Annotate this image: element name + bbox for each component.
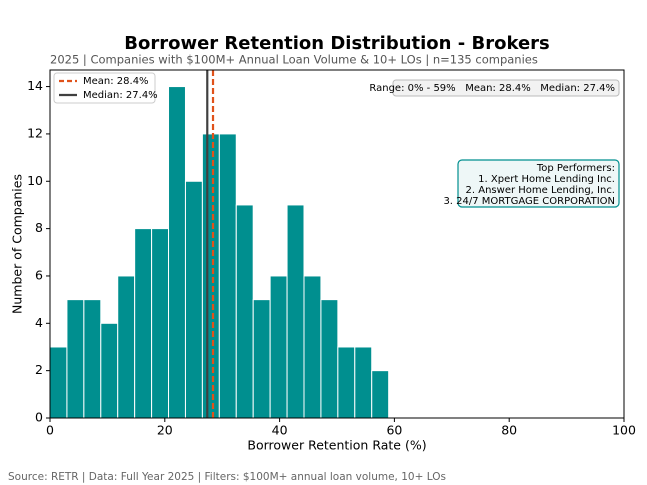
top-performers-box — [457, 159, 620, 208]
y-tick-label: 6 — [35, 267, 43, 282]
x-tick-label: 20 — [157, 423, 173, 438]
x-tick-label: 60 — [386, 423, 402, 438]
bar — [100, 322, 119, 419]
chart-title: Borrower Retention Distribution - Broker… — [124, 33, 550, 54]
bar — [354, 346, 373, 419]
bar — [303, 275, 322, 419]
bar — [286, 204, 305, 419]
y-tick-label: 4 — [35, 315, 43, 330]
y-tick-label: 8 — [35, 220, 43, 235]
bar — [151, 228, 170, 419]
bar — [184, 180, 203, 419]
x-tick-label: 100 — [612, 423, 636, 438]
bar — [49, 346, 68, 419]
bar — [168, 86, 186, 419]
top-performer: 1. Xpert Home Lending Inc. — [478, 174, 615, 185]
top-performer: Top Performers: — [536, 163, 615, 174]
bar — [83, 299, 102, 419]
y-axis-label: Number of Companies — [10, 174, 25, 314]
top-performer: 2. Answer Home Lending, Inc. — [466, 185, 615, 196]
bar — [269, 275, 288, 419]
bar — [371, 370, 390, 419]
top-performer: 3. 24/7 MORTGAGE CORPORATION — [443, 196, 615, 207]
x-tick-label: 40 — [272, 423, 288, 438]
y-tick-label: 14 — [27, 78, 43, 93]
y-tick-label: 0 — [35, 410, 43, 425]
bar — [252, 299, 271, 419]
bar — [337, 346, 356, 419]
plot-frame — [49, 69, 625, 419]
bar — [66, 299, 85, 419]
footer: Source: RETR | Data: Full Year 2025 | Fi… — [8, 471, 446, 483]
bar — [134, 228, 153, 419]
x-tick-label: 80 — [501, 423, 517, 438]
annotation: Range: 0% - 59% Mean: 28.4% Median: 27.4… — [369, 83, 615, 94]
y-tick-label: 2 — [35, 362, 43, 377]
bar — [218, 133, 237, 419]
x-tick-label: 0 — [46, 423, 54, 438]
y-tick-label: 12 — [27, 125, 43, 140]
bar — [320, 299, 339, 419]
legend-label: Median: 27.4% — [83, 90, 158, 101]
chart-subtitle: 2025 | Companies with $100M+ Annual Loan… — [50, 53, 538, 67]
annotation-box — [392, 79, 620, 97]
x-axis-label: Borrower Retention Rate (%) — [247, 438, 426, 453]
bar — [117, 275, 136, 419]
legend-label: Mean: 28.4% — [83, 76, 149, 87]
bar — [235, 204, 254, 419]
y-tick-label: 10 — [27, 173, 43, 188]
bar — [201, 133, 220, 419]
legend-box — [53, 72, 156, 104]
